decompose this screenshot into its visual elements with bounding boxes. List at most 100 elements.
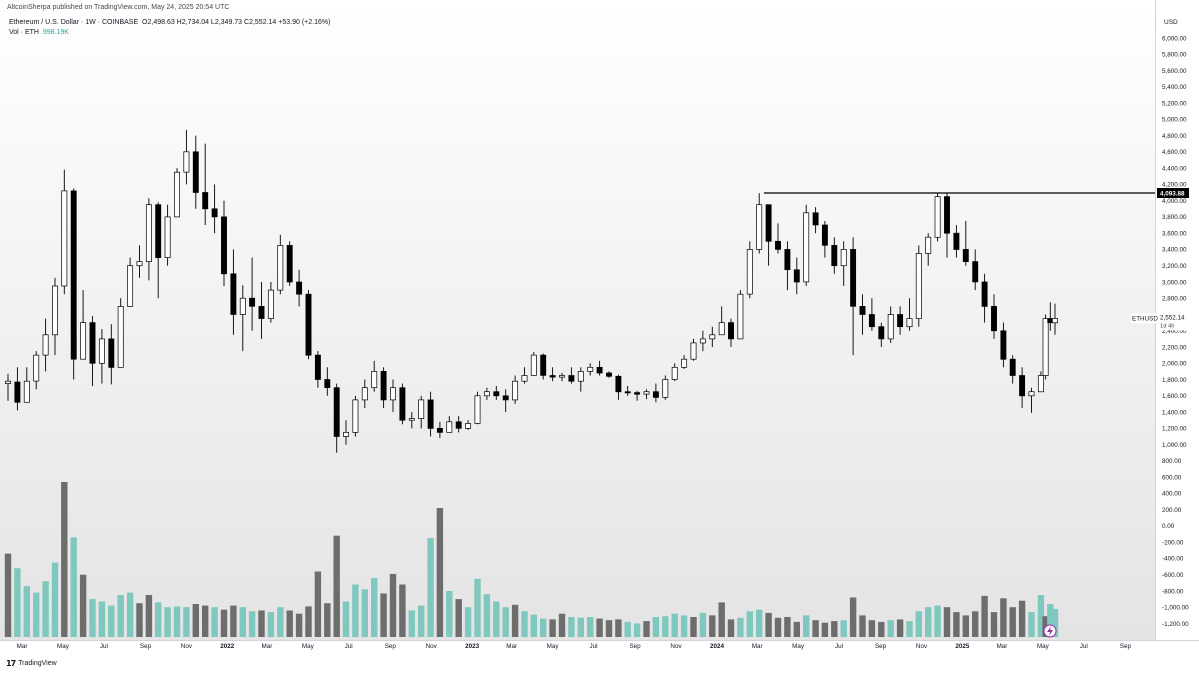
candle-body — [239, 297, 246, 315]
candle — [474, 391, 481, 425]
candle-body — [840, 249, 847, 267]
y-tick-label: 0.00 — [1162, 523, 1175, 530]
volume-bar — [962, 615, 969, 637]
y-tick-label: 1,200.00 — [1162, 426, 1187, 433]
candle-body — [906, 318, 913, 328]
volume-bar — [953, 612, 960, 637]
candle — [333, 383, 340, 453]
candle — [765, 204, 772, 266]
candle — [812, 207, 819, 234]
candle — [183, 129, 190, 185]
candle-body — [455, 421, 462, 429]
time-axis[interactable]: Mar May Jul Sep Nov 2022 Mar May Jul Sep Nov 2023 Ma… — [17, 643, 1132, 650]
ohlc-values: O2,498.63 H2,734.04 L2,349.73 C2,552.14 … — [142, 19, 331, 26]
candle — [14, 367, 21, 411]
volume-bar — [464, 607, 472, 637]
candle — [465, 420, 472, 430]
x-tick-label: May — [57, 643, 70, 650]
volume-bar — [371, 578, 378, 637]
lightning-icon[interactable] — [1043, 624, 1057, 638]
candle — [305, 290, 312, 360]
candle — [493, 386, 500, 400]
candle — [1042, 314, 1049, 380]
candle-body — [70, 190, 77, 360]
candle — [737, 290, 744, 340]
candle-body — [634, 392, 641, 395]
candle — [671, 363, 678, 382]
volume-bar — [793, 621, 800, 637]
candle — [117, 298, 124, 368]
y-tick-label: 2,400.00 — [1162, 328, 1187, 335]
candle-body — [314, 354, 321, 380]
volume-bar — [521, 611, 528, 637]
candle-body — [699, 338, 706, 344]
volume-bar — [4, 553, 12, 637]
candle-body — [230, 273, 237, 315]
x-tick-label: Mar — [17, 643, 28, 650]
volume-bar — [662, 616, 669, 637]
candle — [267, 282, 274, 323]
candle-body — [690, 342, 697, 360]
candle — [746, 241, 753, 299]
candle — [521, 367, 528, 384]
y-tick-label: 4,000.00 — [1162, 198, 1187, 205]
y-tick-label: 5,200.00 — [1162, 100, 1187, 107]
candle — [249, 257, 256, 331]
candle-body — [803, 212, 810, 283]
currency-label: USD — [1164, 19, 1178, 26]
candle-body — [483, 391, 490, 397]
last-price-badge — [1157, 312, 1190, 331]
y-tick-label: 1,800.00 — [1162, 377, 1187, 384]
candle — [643, 389, 650, 400]
y-tick-label: 3,400.00 — [1162, 247, 1187, 254]
volume-bar — [727, 619, 735, 637]
y-tick-label: 400.00 — [1162, 491, 1182, 498]
candle — [446, 416, 453, 433]
y-tick-label: -800.00 — [1162, 588, 1184, 595]
candle-body — [277, 245, 284, 291]
candle — [953, 225, 960, 258]
candle — [277, 234, 284, 295]
candle-body — [183, 151, 190, 173]
x-tick-label: Mar — [752, 643, 763, 650]
candle — [98, 329, 105, 384]
tradingview-logo-text: TradingView — [18, 660, 57, 667]
volume-bar — [79, 574, 87, 637]
volume-bar — [136, 603, 143, 637]
volume-bar — [183, 607, 190, 637]
x-tick-label: May — [547, 643, 560, 650]
y-tick-label: 4,200.00 — [1162, 182, 1187, 189]
volume-bar — [89, 599, 96, 637]
candle — [390, 379, 396, 413]
volume-legend[interactable]: Vol · ETH 998.19K — [9, 29, 69, 36]
y-tick-label: 3,000.00 — [1162, 279, 1187, 286]
y-tick-label: 600.00 — [1162, 474, 1182, 481]
volume-bar — [455, 599, 462, 637]
candle-body — [399, 387, 406, 421]
candle — [681, 355, 688, 369]
candle — [878, 322, 885, 347]
candle — [127, 257, 134, 307]
y-tick-label: 2,000.00 — [1162, 361, 1187, 368]
candle-body — [991, 306, 997, 332]
volume-bar — [164, 607, 171, 637]
volume-bar — [990, 612, 998, 637]
candle-body — [624, 391, 631, 394]
symbol-legend[interactable]: Ethereum / U.S. Dollar · 1W · COINBASE O… — [9, 19, 330, 26]
price-axis[interactable]: 6,000.00 5,800.00 5,600.00 5,400.00 5,200.00… — [1162, 19, 1189, 628]
volume-bar — [98, 601, 106, 637]
candle-body — [493, 391, 500, 397]
candle-body — [23, 380, 30, 403]
volume-bar — [248, 611, 256, 637]
volume-bar — [906, 621, 913, 637]
volume-bar — [342, 601, 350, 637]
candle-body — [436, 427, 443, 433]
candle-body — [371, 371, 378, 389]
x-tick-label: Sep — [140, 643, 152, 650]
tradingview-logo[interactable]: 17 TradingView — [6, 659, 57, 668]
volume-bar — [530, 614, 537, 637]
last-price-label: 2,552.14 — [1160, 314, 1185, 321]
candle-body — [643, 391, 650, 395]
candle — [89, 316, 96, 386]
